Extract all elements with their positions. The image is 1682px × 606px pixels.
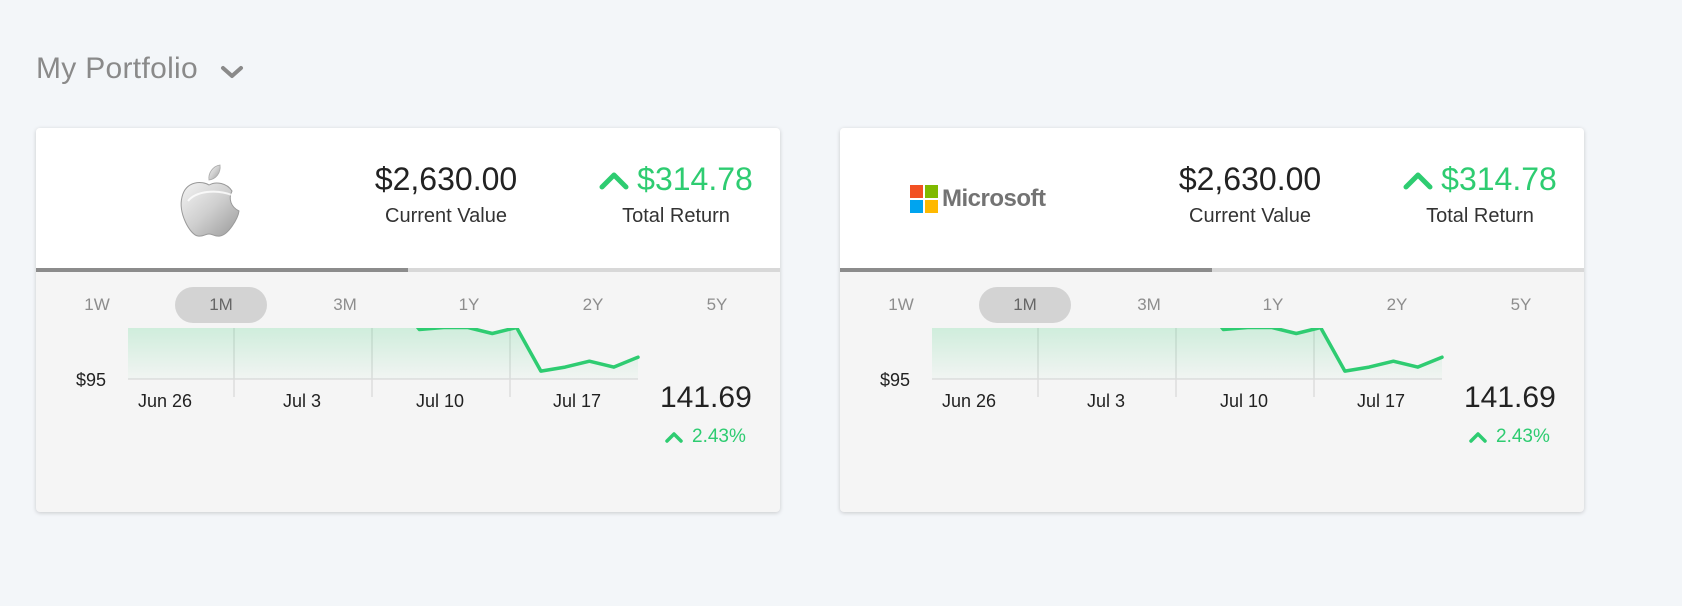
price-change: 2.43% bbox=[1468, 426, 1550, 448]
total-return: $314.78 bbox=[637, 161, 753, 197]
change-percent: 2.43% bbox=[1496, 426, 1550, 447]
chevron-down-icon[interactable] bbox=[220, 64, 244, 80]
x-tick-label: Jun 26 bbox=[942, 391, 996, 411]
range-tab-3m[interactable]: 3M bbox=[1137, 295, 1161, 314]
range-tab-2y[interactable]: 2Y bbox=[1386, 295, 1408, 314]
range-tab-1y[interactable]: 1Y bbox=[458, 295, 480, 314]
y-tick-label: $95 bbox=[76, 370, 106, 390]
range-tab-1m[interactable]: 1M bbox=[979, 287, 1071, 323]
price-change: 2.43% bbox=[664, 426, 746, 448]
range-tab-1m[interactable]: 1M bbox=[175, 287, 267, 323]
current-value-label: Current Value bbox=[1189, 205, 1311, 228]
total-return-stat: $314.78 Total Return bbox=[566, 161, 780, 228]
arrow-up-icon bbox=[665, 432, 683, 443]
range-tab-2y[interactable]: 2Y bbox=[582, 295, 604, 314]
range-tab-5y[interactable]: 5Y bbox=[706, 295, 728, 314]
total-return-stat: $314.78 Total Return bbox=[1370, 161, 1584, 228]
total-return: $314.78 bbox=[1441, 161, 1557, 197]
range-tab-1w[interactable]: 1W bbox=[888, 295, 914, 314]
price-area bbox=[128, 328, 638, 379]
progress-fill bbox=[36, 268, 408, 272]
current-value-label: Current Value bbox=[385, 205, 507, 228]
arrow-up-icon bbox=[599, 172, 629, 190]
card-summary: Microsoft $2,630.00 Current Value $314.7… bbox=[840, 128, 1584, 268]
range-tab-5y[interactable]: 5Y bbox=[1510, 295, 1532, 314]
microsoft-squares-icon bbox=[910, 185, 938, 213]
microsoft-logo: Microsoft bbox=[910, 182, 1050, 216]
current-value: $2,630.00 bbox=[374, 161, 518, 197]
arrow-up-icon bbox=[1469, 432, 1487, 443]
current-value-stat: $2,630.00 Current Value bbox=[1140, 161, 1360, 228]
range-selector: 1W 1M 3M 1Y 2Y 5Y bbox=[36, 287, 780, 323]
x-tick-label: Jul 10 bbox=[416, 391, 464, 411]
progress-bar bbox=[840, 268, 1584, 272]
last-price: 141.69 bbox=[1464, 381, 1556, 414]
price-area bbox=[932, 328, 1442, 379]
card-summary: $2,630.00 Current Value $314.78 Total Re… bbox=[36, 128, 780, 268]
current-value: $2,630.00 bbox=[1178, 161, 1322, 197]
portfolio-header[interactable]: My Portfolio bbox=[36, 52, 244, 86]
page-title: My Portfolio bbox=[36, 52, 198, 85]
x-tick-label: Jun 26 bbox=[138, 391, 192, 411]
price-line bbox=[415, 328, 640, 373]
total-return-label: Total Return bbox=[622, 205, 730, 228]
x-tick-label: Jul 17 bbox=[553, 391, 601, 411]
microsoft-wordmark: Microsoft bbox=[942, 185, 1046, 212]
range-tab-3m[interactable]: 3M bbox=[333, 295, 357, 314]
arrow-up-icon bbox=[1403, 172, 1433, 190]
apple-logo bbox=[180, 164, 240, 237]
stock-card-microsoft[interactable]: Microsoft $2,630.00 Current Value $314.7… bbox=[840, 128, 1584, 512]
range-tab-1y[interactable]: 1Y bbox=[1262, 295, 1284, 314]
current-value-stat: $2,630.00 Current Value bbox=[336, 161, 556, 228]
progress-fill bbox=[840, 268, 1212, 272]
x-tick-label: Jul 3 bbox=[283, 391, 321, 411]
last-price: 141.69 bbox=[660, 381, 752, 414]
total-return-label: Total Return bbox=[1426, 205, 1534, 228]
y-tick-label: $95 bbox=[880, 370, 910, 390]
price-line bbox=[1219, 328, 1444, 373]
x-tick-label: Jul 3 bbox=[1087, 391, 1125, 411]
range-tab-1w[interactable]: 1W bbox=[84, 295, 110, 314]
x-tick-label: Jul 10 bbox=[1220, 391, 1268, 411]
range-selector: 1W 1M 3M 1Y 2Y 5Y bbox=[840, 287, 1584, 323]
progress-bar bbox=[36, 268, 780, 272]
x-tick-label: Jul 17 bbox=[1357, 391, 1405, 411]
change-percent: 2.43% bbox=[692, 426, 746, 447]
stock-card-apple[interactable]: $2,630.00 Current Value $314.78 Total Re… bbox=[36, 128, 780, 512]
